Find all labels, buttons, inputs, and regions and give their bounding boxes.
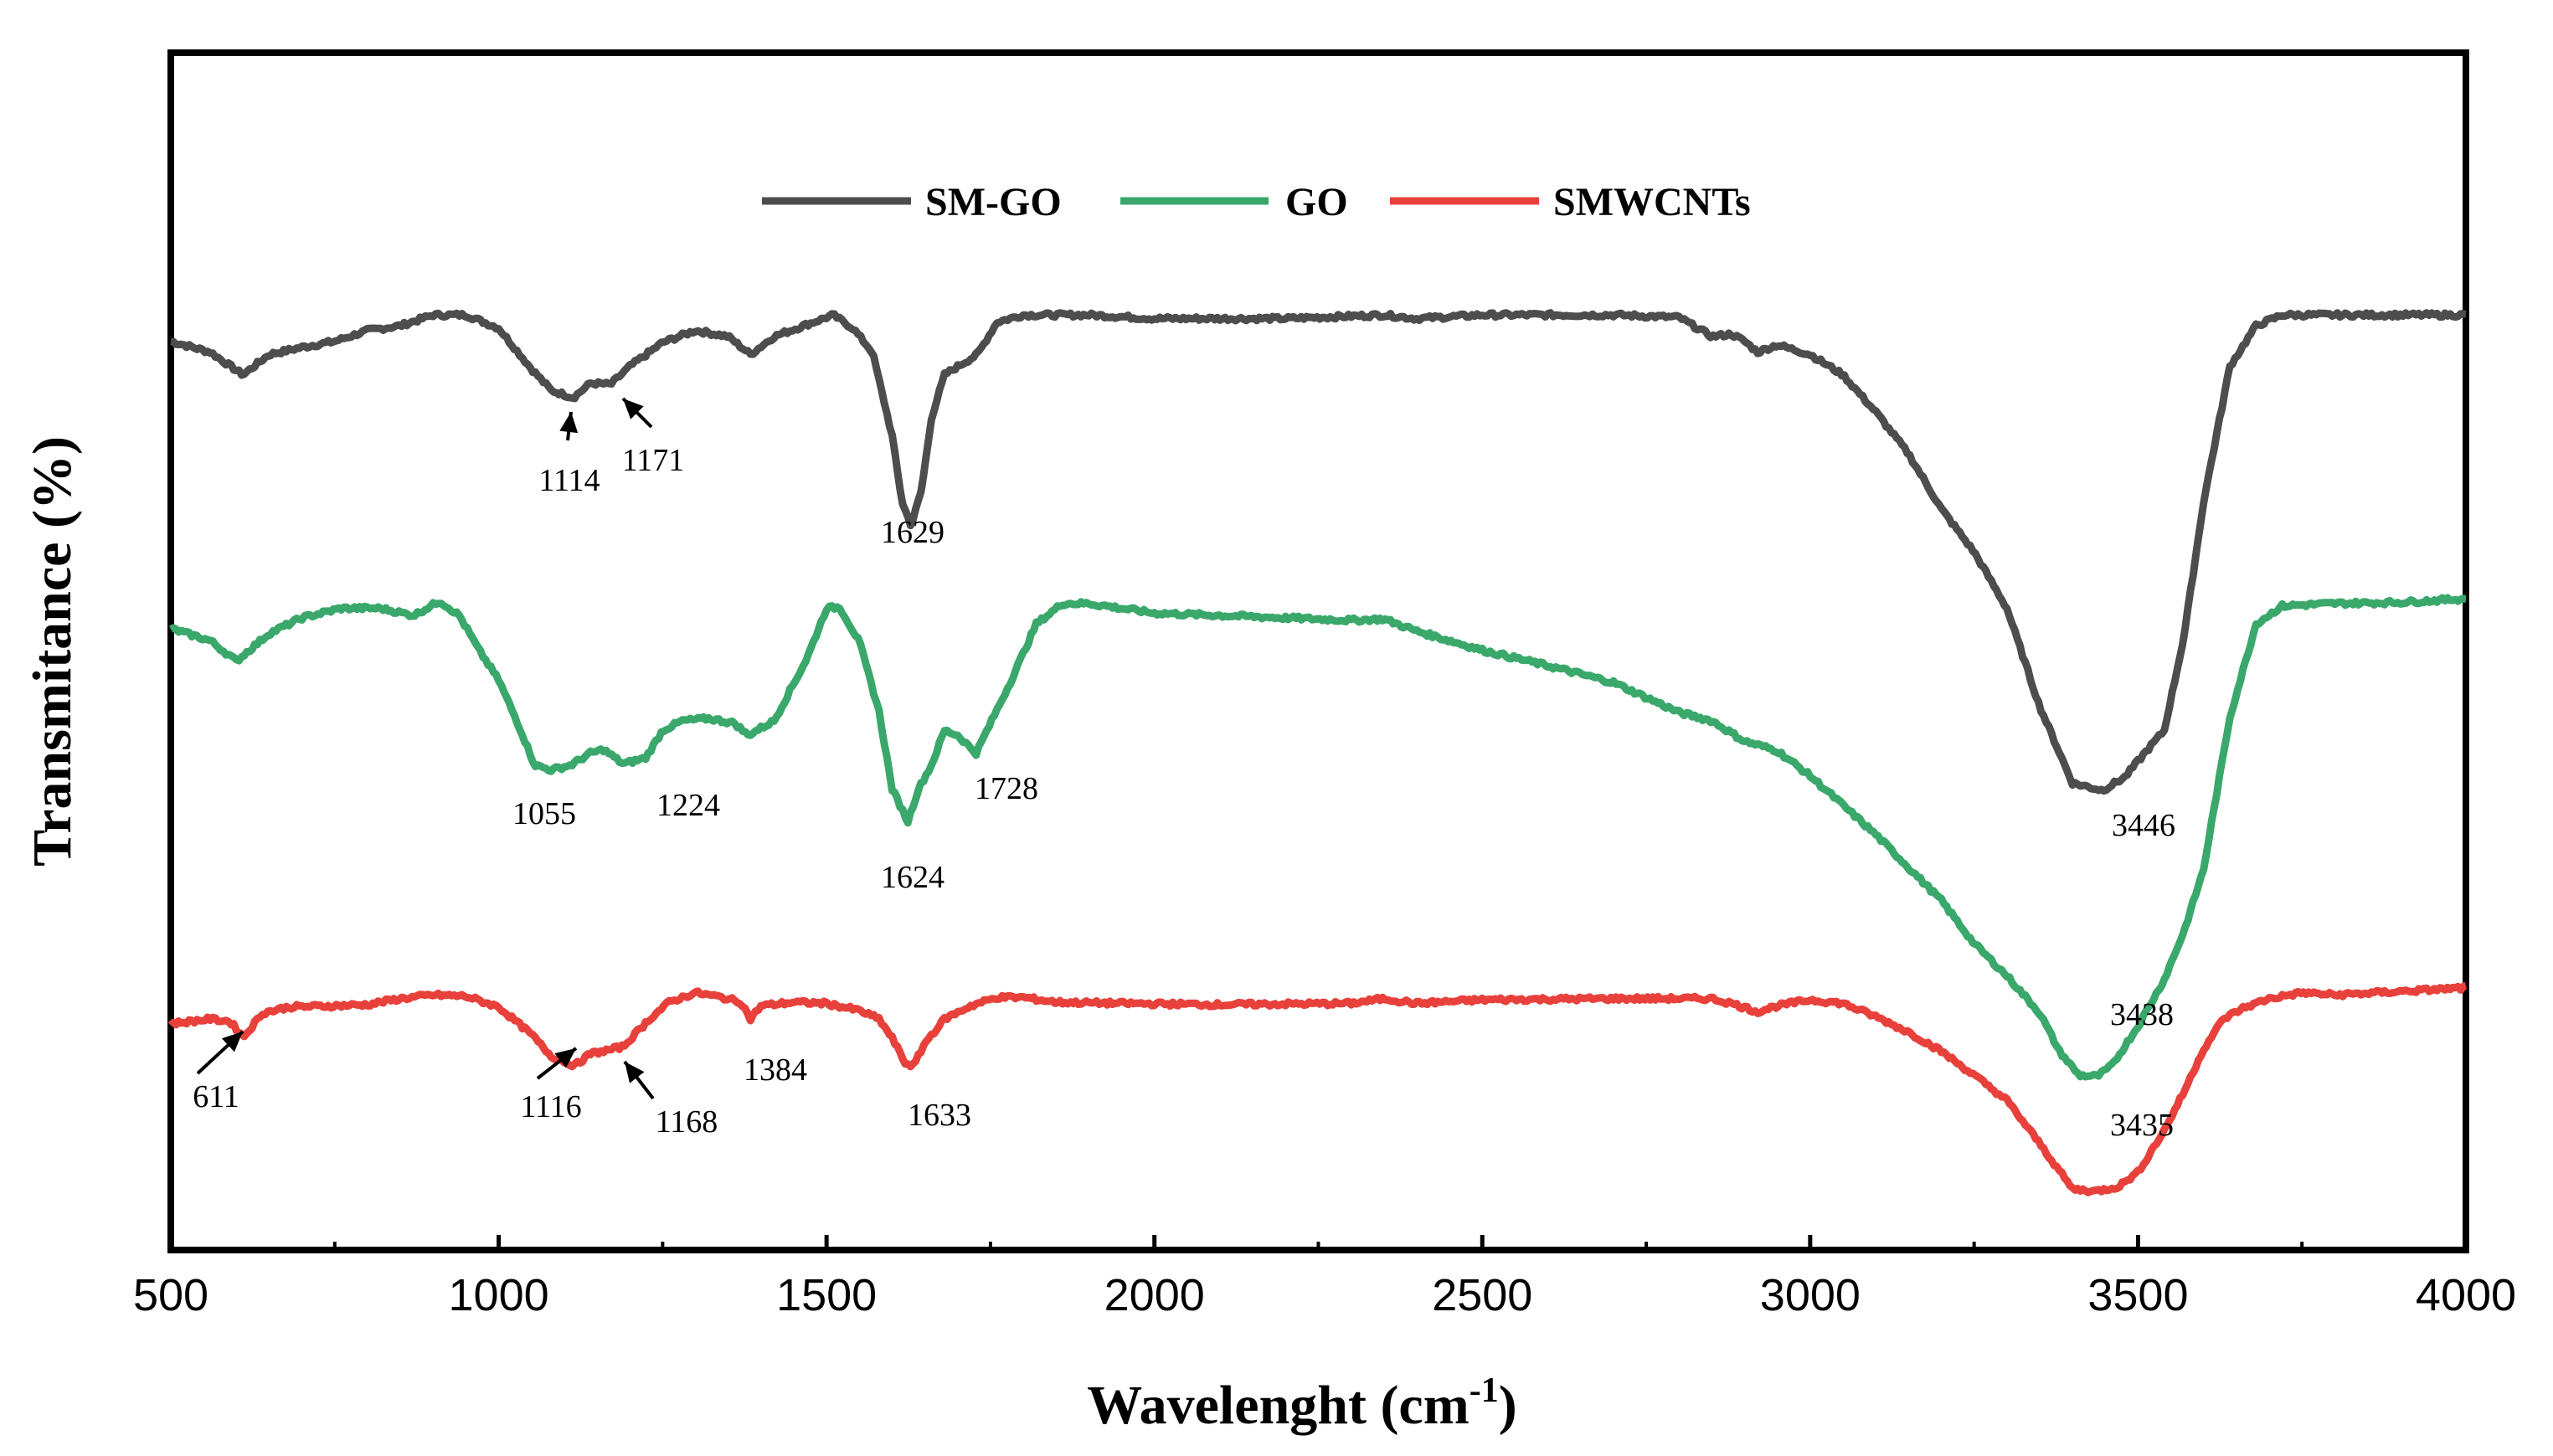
peak-label-1055: 1055 [512, 796, 576, 831]
series-line-go [168, 594, 2468, 1081]
legend-label-sm-go: SM-GO [925, 180, 1062, 224]
x-tick-label: 2500 [1432, 1270, 1532, 1320]
x-axis-title-main: Wavelenght (cm [1087, 1375, 1469, 1436]
x-tick-label: 1500 [776, 1270, 877, 1320]
peak-label-1629: 1629 [881, 515, 945, 550]
legend-label-go: GO [1285, 180, 1348, 224]
annotation-arrowhead [554, 1048, 576, 1068]
legend-label-smwcnts: SMWCNTs [1553, 180, 1751, 224]
x-axis-title-sup: -1 [1470, 1371, 1499, 1410]
peak-label-1384: 1384 [744, 1052, 807, 1088]
series-line-sm-go [169, 309, 2468, 795]
x-axis-title-tail: ) [1499, 1375, 1517, 1436]
x-tick-label: 2000 [1104, 1270, 1205, 1320]
x-tick-label: 1000 [449, 1270, 549, 1320]
peak-label-1224: 1224 [656, 788, 720, 823]
peak-label-1168: 1168 [656, 1104, 718, 1140]
peak-label-1633: 1633 [908, 1098, 971, 1133]
x-ticks: 500 1000 1500 2000 2500 3000 3500 4000 [133, 1235, 2516, 1320]
peak-label-611: 611 [193, 1079, 239, 1114]
series-layer [167, 309, 2468, 1196]
y-axis-title: Transmitance (%) [22, 436, 83, 867]
plot-frame [167, 49, 2469, 1253]
x-axis-title: Wavelenght (cm-1) [1087, 1371, 1516, 1436]
annotation-layer: 1114 1171 1629 3446 1055 1224 1624 1728 3438 611 1… [193, 397, 2175, 1143]
annotation-arrowhead [623, 399, 644, 419]
peak-label-1114: 1114 [538, 463, 600, 498]
annotation-arrowhead [559, 412, 579, 434]
peak-label-3446: 3446 [2112, 808, 2175, 843]
x-tick-label: 3500 [2087, 1270, 2188, 1320]
peak-label-3435: 3435 [2110, 1108, 2174, 1143]
annotation-arrowhead [625, 1062, 645, 1083]
legend: SM-GO GO SMWCNTs [762, 180, 1751, 224]
peak-label-3438: 3438 [2110, 997, 2174, 1032]
peak-label-1116: 1116 [520, 1089, 581, 1124]
series-line-smwcnts [167, 982, 2468, 1196]
x-tick-label: 4000 [2416, 1270, 2516, 1320]
peak-label-1624: 1624 [881, 860, 945, 895]
x-tick-label: 3000 [1760, 1270, 1861, 1320]
x-tick-label: 500 [133, 1270, 208, 1320]
peak-label-1171: 1171 [622, 443, 685, 478]
annotation-arrowhead [221, 1032, 243, 1052]
peak-label-1728: 1728 [975, 771, 1038, 806]
